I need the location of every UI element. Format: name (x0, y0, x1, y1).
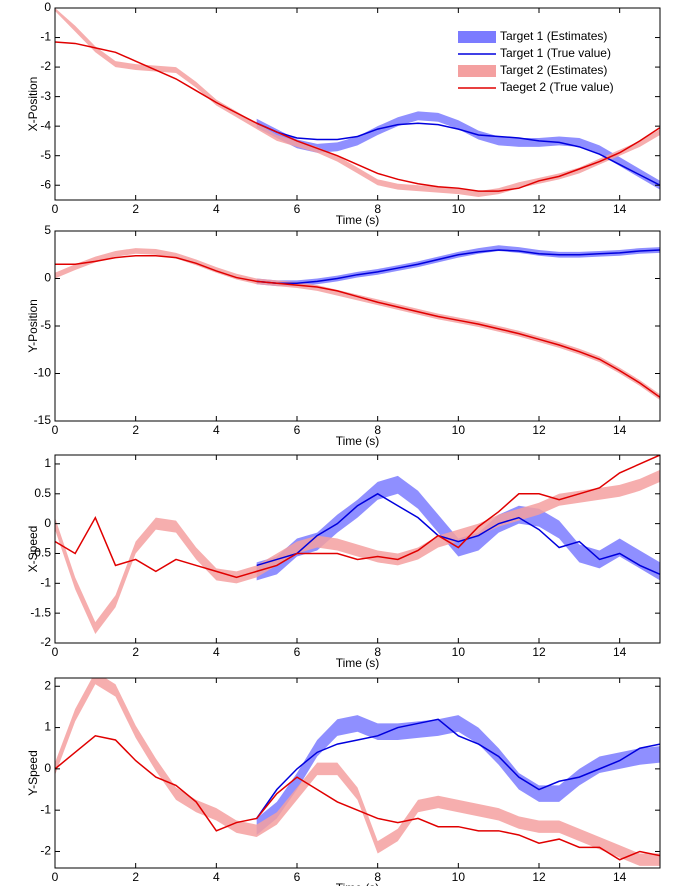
true-line (55, 41, 660, 192)
y-tick-label: -2 (40, 635, 51, 649)
legend-label: Target 1 (Estimates) (500, 29, 607, 43)
estimate-band (55, 469, 660, 635)
legend-label: Target 2 (Estimates) (500, 63, 607, 77)
plot (55, 8, 660, 198)
plot-area (55, 231, 660, 421)
x-tick-label: 6 (294, 645, 301, 659)
y-tick-label: -0.5 (30, 546, 51, 560)
x-tick-label: 4 (213, 870, 220, 884)
x-tick-label: 0 (52, 423, 59, 437)
x-tick-label: 8 (374, 202, 381, 216)
x-axis-label: Time (s) (336, 881, 380, 886)
x-tick-label: 12 (532, 870, 546, 884)
y-tick-label: -4 (40, 118, 51, 132)
y-tick-label: -1.5 (30, 605, 51, 619)
true-line (256, 718, 660, 819)
y-tick-label: 2 (44, 678, 51, 692)
true-line (55, 254, 660, 398)
y-tick-label: -1 (40, 802, 51, 816)
true-line (55, 455, 660, 579)
y-tick-label: 0 (44, 516, 51, 530)
plot (55, 455, 660, 635)
y-tick-label: 1 (44, 456, 51, 470)
y-axis-label: X-Speed (26, 526, 40, 573)
y-tick-label: 0 (44, 0, 51, 14)
x-tick-label: 6 (294, 423, 301, 437)
y-axis-label: Y-Speed (26, 750, 40, 796)
x-tick-label: 6 (294, 202, 301, 216)
y-tick-label: 0 (44, 271, 51, 285)
y-tick-label: -10 (34, 366, 52, 380)
x-tick-label: 0 (52, 870, 59, 884)
x-tick-label: 8 (374, 645, 381, 659)
y-tick-label: -6 (40, 177, 51, 191)
x-axis-label: Time (s) (336, 434, 380, 448)
x-tick-label: 14 (613, 202, 627, 216)
y-tick-label: -1 (40, 30, 51, 44)
x-tick-label: 2 (132, 870, 139, 884)
true-line (256, 249, 660, 284)
y-axis-label: X-Position (26, 77, 40, 132)
x-tick-label: 4 (213, 645, 220, 659)
x-tick-label: 6 (294, 870, 301, 884)
estimate-band (55, 678, 660, 866)
y-axis-label: Y-Position (26, 299, 40, 353)
estimate-band (256, 111, 660, 190)
legend-label: Target 1 (True value) (500, 46, 611, 60)
x-axis-label: Time (s) (336, 656, 380, 670)
y-tick-label: 0 (44, 761, 51, 775)
x-tick-label: 0 (52, 645, 59, 659)
x-tick-label: 14 (613, 870, 627, 884)
x-tick-label: 12 (532, 645, 546, 659)
x-tick-label: 14 (613, 423, 627, 437)
true-line (256, 122, 660, 186)
x-tick-label: 10 (452, 423, 466, 437)
y-tick-label: 5 (44, 223, 51, 237)
x-tick-label: 12 (532, 202, 546, 216)
y-tick-label: -3 (40, 89, 51, 103)
axes-frame (54, 7, 661, 201)
y-tick-label: -2 (40, 59, 51, 73)
x-tick-label: 12 (532, 423, 546, 437)
y-tick-label: -15 (34, 413, 52, 427)
subplot: 0 2 4 6 8 10 12 14 5 0 -5 -10 -15 Y-Position Time (s) (26, 223, 661, 448)
true-line (55, 735, 660, 861)
legend-swatch (458, 65, 496, 77)
x-tick-label: 4 (213, 202, 220, 216)
y-tick-label: -1 (40, 575, 51, 589)
estimate-band (256, 715, 660, 835)
x-tick-label: 0 (52, 202, 59, 216)
x-tick-label: 2 (132, 645, 139, 659)
y-tick-label: -5 (40, 148, 51, 162)
plot (55, 678, 660, 866)
estimate-band (256, 475, 660, 581)
x-tick-label: 8 (374, 423, 381, 437)
legend-label: Taeget 2 (True value) (500, 80, 614, 94)
plot (55, 245, 660, 401)
y-tick-label: -2 (40, 844, 51, 858)
x-tick-label: 10 (452, 645, 466, 659)
x-tick-label: 10 (452, 870, 466, 884)
x-tick-label: 8 (374, 870, 381, 884)
true-line (256, 492, 660, 576)
x-axis-label: Time (s) (336, 213, 380, 227)
x-tick-label: 2 (132, 202, 139, 216)
y-tick-label: 0.5 (34, 486, 51, 500)
axes-frame (54, 454, 661, 644)
legend-swatch (458, 31, 496, 43)
plot-area (55, 678, 660, 868)
subplot: 0 2 4 6 8 10 12 14 0 -1 -2 -3 -4 -5 -6 X-Position Time (… (26, 0, 661, 227)
subplot: 0 2 4 6 8 10 12 14 1 0.5 0 -0.5 -1 -1.5 -2 X-Speed Time … (26, 454, 661, 670)
x-tick-label: 2 (132, 423, 139, 437)
x-tick-label: 10 (452, 202, 466, 216)
x-tick-label: 4 (213, 423, 220, 437)
y-tick-label: -5 (40, 318, 51, 332)
x-tick-label: 14 (613, 645, 627, 659)
axes-frame (54, 677, 661, 869)
y-tick-label: 1 (44, 720, 51, 734)
